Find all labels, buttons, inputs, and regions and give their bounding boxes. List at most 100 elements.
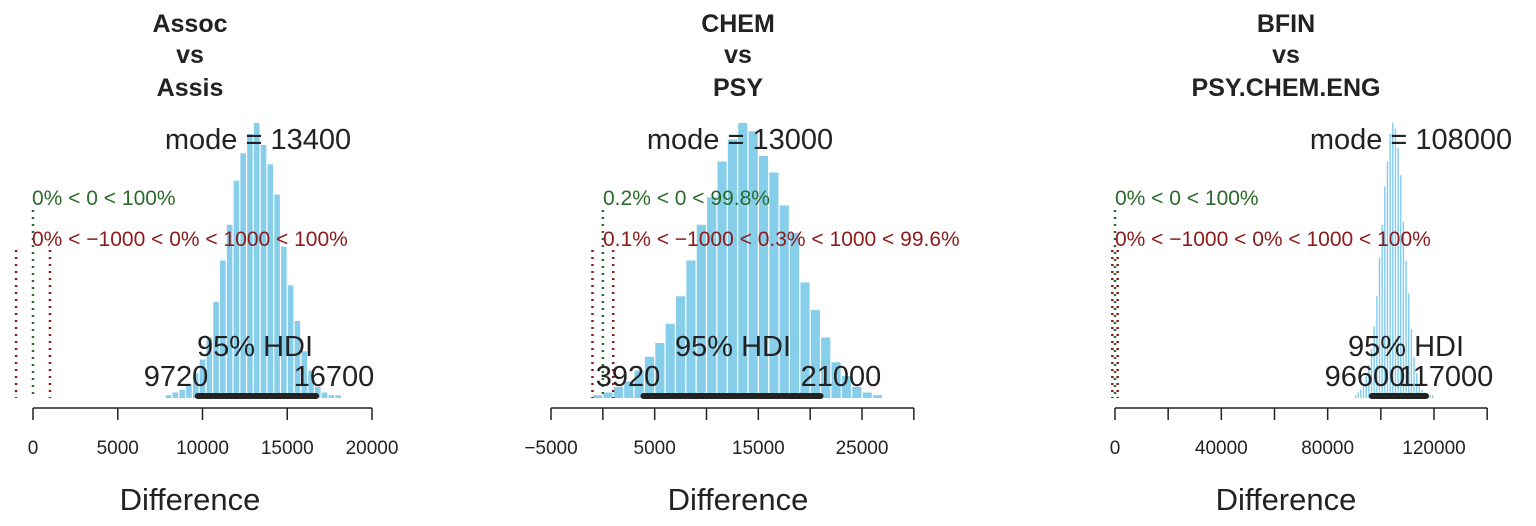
histogram-bar: [1381, 224, 1383, 398]
tick-label: 15000: [261, 438, 314, 459]
histogram-bar: [852, 387, 862, 398]
rope-label: 0% < −1000 < 0% < 1000 < 100%: [1115, 228, 1431, 251]
hdi-low-label: 96600: [1325, 361, 1406, 393]
histogram-bar: [1413, 356, 1415, 398]
histogram-bar: [841, 376, 852, 398]
panel-title-line: vs: [724, 41, 752, 69]
histogram-bar: [676, 296, 686, 398]
histogram-bar: [1394, 128, 1397, 398]
x-axis-label: Difference: [1216, 482, 1357, 517]
histogram-bar: [1373, 326, 1375, 398]
histogram-bar: [738, 123, 748, 398]
hdi-label: 95% HDI: [197, 331, 313, 363]
histogram-bar: [253, 123, 260, 398]
histogram-bar: [213, 301, 219, 398]
x-axis: 0 5000 10000 15000 20000: [28, 407, 399, 459]
hdi-low-label: 3920: [596, 361, 661, 393]
histogram-bar: [717, 161, 727, 398]
tick-label: 80000: [1301, 438, 1354, 459]
histogram-bar: [758, 156, 769, 398]
histogram-bar: [301, 351, 307, 398]
x-axis: −5000 5000 15000 25000: [524, 407, 915, 459]
tick-label: 40000: [1195, 438, 1248, 459]
histogram-bars: [1354, 123, 1434, 398]
histogram-bar: [1378, 257, 1381, 398]
tick-label: 10000: [176, 438, 229, 459]
histogram-bar: [247, 134, 253, 398]
comparison-label: 0% < 0 < 100%: [32, 187, 176, 210]
histogram-bar: [665, 323, 675, 398]
tick-label: 0: [28, 438, 39, 459]
mode-label: mode = 13400: [165, 124, 351, 156]
histogram-bar: [1370, 348, 1373, 398]
histogram-bar: [1354, 395, 1357, 398]
histogram-bar: [179, 389, 185, 398]
histogram-bar: [321, 392, 328, 398]
histogram-bar: [655, 343, 665, 398]
histogram-bar: [308, 370, 314, 398]
histogram-bar: [872, 395, 883, 398]
histogram-bar: [1357, 392, 1359, 398]
histogram-bar: [779, 205, 789, 398]
hdi-high-label: 16700: [294, 361, 375, 393]
rope-label: 0.1% < −1000 < 0.3% < 1000 < 99.6%: [603, 228, 960, 251]
hdi-high-label: 21000: [801, 361, 882, 393]
histogram-bar: [603, 392, 613, 398]
x-axis-label: Difference: [668, 482, 809, 517]
panel-title-line: BFIN: [1257, 10, 1315, 38]
panel-title-line: CHEM: [701, 10, 775, 38]
tick-label: 20000: [346, 438, 399, 459]
histogram-bar: [644, 356, 655, 398]
panel-2: CHEM vs PSY mode = 13000 0.2% < 0 < 99.8…: [524, 10, 959, 517]
histogram-bar: [335, 395, 341, 398]
histogram-bar: [748, 131, 758, 398]
hdi-label: 95% HDI: [1348, 331, 1464, 363]
histogram-bar: [1402, 222, 1405, 398]
panel-3: BFIN vs PSY.CHEM.ENG mode = 108000 0% < …: [1110, 10, 1512, 517]
panel-title-line: Assis: [157, 74, 224, 102]
histogram-bar: [790, 233, 800, 398]
histogram-bar: [862, 392, 872, 398]
mode-label: mode = 13000: [647, 124, 833, 156]
histogram-bar: [1405, 260, 1407, 398]
histogram-bar: [1386, 161, 1389, 398]
tick-label: 25000: [836, 438, 889, 459]
histogram-bar: [1389, 134, 1391, 398]
histogram-bar: [240, 153, 246, 398]
histogram-bar: [1365, 376, 1367, 398]
panel-title-line: vs: [1272, 41, 1300, 69]
histogram-bar: [1431, 395, 1434, 398]
hdi-low-label: 9720: [144, 361, 209, 393]
histogram-bar: [593, 395, 603, 398]
histogram-bar: [1384, 186, 1386, 398]
histogram-bar: [328, 395, 335, 398]
histogram-bar: [1368, 365, 1370, 398]
histogram-bar: [831, 362, 841, 398]
histogram-bar: [206, 337, 213, 398]
histogram-bar: [220, 260, 226, 398]
mode-label: mode = 108000: [1310, 124, 1512, 156]
histogram-bar: [1415, 373, 1418, 398]
histogram-bars: [593, 123, 883, 398]
histogram-bar: [1408, 293, 1410, 398]
histogram-bar: [821, 337, 831, 398]
histogram-bar: [1418, 384, 1421, 398]
histogram-bar: [1400, 175, 1402, 398]
histogram-bar: [226, 224, 233, 398]
histogram-bar: [186, 384, 192, 398]
histogram-bar: [1360, 389, 1362, 398]
histogram-bar: [727, 139, 737, 398]
histogram-bar: [294, 321, 301, 398]
hdi-high-label: 117000: [1399, 361, 1494, 393]
histogram-bar: [696, 224, 706, 398]
panel-title-line: vs: [176, 41, 204, 69]
histogram-bar: [1397, 147, 1399, 398]
histogram-bar: [634, 370, 644, 398]
panel-title-line: Assoc: [152, 10, 227, 38]
tick-label: 15000: [732, 438, 785, 459]
histogram-bar: [314, 387, 321, 398]
histogram-bar: [1376, 296, 1378, 398]
tick-label: 5000: [634, 438, 676, 459]
tick-label: 120000: [1402, 438, 1465, 459]
